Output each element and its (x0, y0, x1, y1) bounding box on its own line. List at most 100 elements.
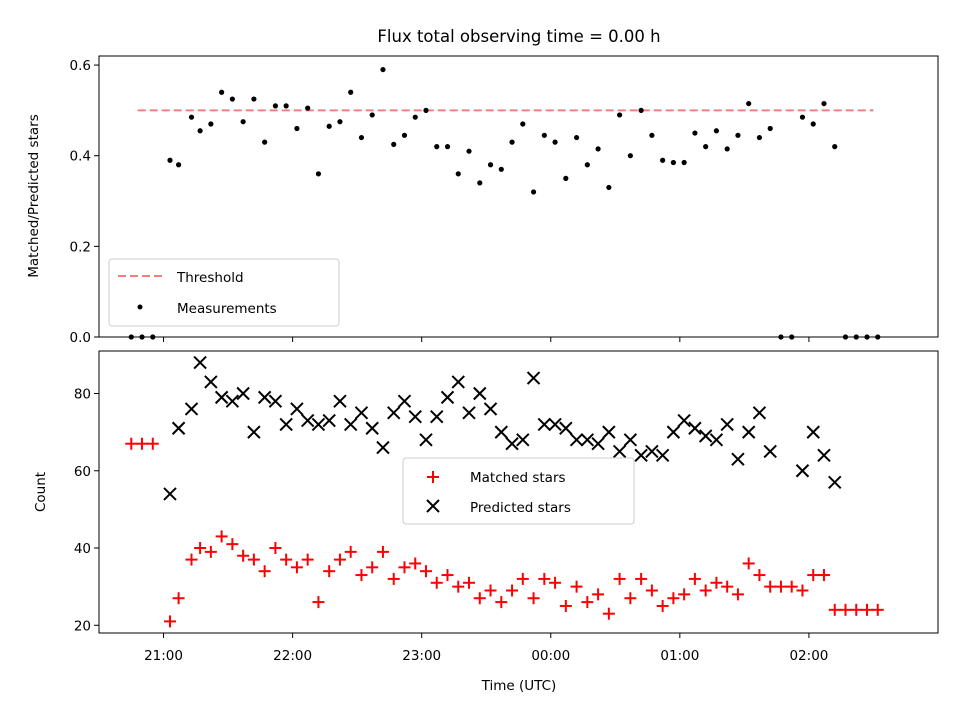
predicted-point-27 (451, 375, 465, 389)
matched-point-49 (656, 599, 669, 612)
matched-point-69 (871, 603, 884, 616)
x-tick-label-2: 23:00 (402, 648, 441, 664)
x-axis-label: Time (UTC) (481, 678, 557, 694)
matched-point-24 (387, 572, 400, 585)
matched-point-57 (742, 557, 755, 570)
ratio-legend-box (108, 258, 340, 327)
matched-point-46 (624, 592, 637, 605)
matched-point-64 (817, 569, 830, 582)
matched-point-23 (376, 545, 389, 558)
predicted-point-2 (184, 402, 199, 416)
matched-point-53 (699, 584, 712, 597)
predicted-point-52 (720, 417, 734, 432)
predicted-point-48 (677, 413, 691, 428)
count-y-tick-label-2: 60 (74, 464, 91, 480)
measurement-point-5 (188, 114, 195, 120)
matched-point-37 (527, 592, 540, 605)
measurement-point-48 (649, 132, 655, 138)
predicted-point-29 (473, 386, 487, 401)
predicted-point-14 (311, 417, 326, 432)
matched-point-21 (355, 569, 368, 582)
matched-point-22 (366, 561, 379, 574)
matched-point-1 (136, 437, 149, 450)
ratio-y-axis-label: Matched/Predicted stars (26, 114, 42, 277)
matched-point-40 (559, 599, 572, 612)
ratio-y-tick-label-2: 0.4 (70, 149, 91, 165)
predicted-point-34 (526, 371, 541, 385)
measurement-point-29 (444, 144, 451, 150)
matched-point-4 (172, 592, 185, 605)
predicted-point-44 (634, 448, 648, 463)
predicted-point-5 (214, 390, 229, 405)
predicted-point-6 (225, 394, 240, 408)
x-tick-label-3: 00:00 (531, 648, 570, 664)
matched-point-2 (146, 437, 159, 450)
measurement-point-8 (219, 89, 225, 95)
predicted-point-33 (516, 433, 530, 447)
measurement-point-11 (251, 96, 257, 102)
measurement-point-12 (262, 139, 268, 145)
count-y-axis-label: Count (33, 472, 49, 512)
measurement-point-42 (584, 162, 590, 168)
measurement-point-30 (455, 171, 461, 177)
ratio-plot-frame (98, 55, 939, 338)
matched-point-67 (850, 603, 863, 616)
measurement-point-3 (167, 157, 173, 163)
matched-point-35 (506, 584, 519, 597)
measurement-point-37 (530, 189, 537, 195)
predicted-point-37 (559, 421, 573, 435)
matched-point-20 (344, 545, 357, 558)
measurement-point-65 (832, 144, 838, 150)
predicted-point-13 (300, 413, 315, 428)
measurement-point-35 (509, 139, 515, 145)
count-legend: Matched stars Predicted stars (402, 457, 635, 525)
matched-point-55 (721, 580, 734, 593)
predicted-point-10 (268, 394, 283, 408)
matched-point-38 (538, 572, 551, 585)
matched-point-63 (807, 569, 820, 582)
predicted-point-20 (376, 440, 390, 455)
measurement-point-31 (466, 148, 472, 154)
count-plot-frame (98, 350, 939, 634)
measurement-point-63 (810, 121, 816, 127)
measurement-point-25 (401, 132, 408, 138)
count-y-tick-label-3: 80 (74, 386, 91, 402)
measurement-point-21 (358, 134, 365, 141)
measurement-point-54 (713, 128, 720, 134)
matched-point-10 (237, 549, 250, 562)
predicted-point-57 (795, 464, 810, 478)
predicted-point-40 (591, 437, 605, 451)
predicted-point-54 (741, 425, 756, 439)
measurement-point-20 (348, 89, 354, 95)
predicted-point-35 (537, 417, 552, 432)
predicted-point-7 (236, 386, 250, 401)
measurement-point-34 (498, 166, 504, 172)
predicted-point-21 (387, 406, 401, 420)
matched-point-8 (215, 530, 228, 543)
predicted-point-16 (333, 394, 347, 408)
legend-matched-label: Matched stars (470, 470, 566, 486)
matched-point-44 (602, 607, 615, 620)
matched-point-0 (125, 437, 138, 450)
measurement-point-53 (703, 144, 709, 150)
predicted-point-46 (655, 448, 670, 463)
measurement-point-32 (477, 180, 483, 186)
measurement-point-36 (520, 121, 526, 127)
predicted-point-36 (548, 417, 562, 432)
predicted-point-55 (752, 406, 767, 420)
count-legend-box (402, 457, 635, 525)
chart-title: Flux total observing time = 0.00 h (377, 27, 660, 46)
measurement-point-55 (724, 146, 730, 152)
matched-point-19 (333, 553, 346, 566)
matched-point-68 (861, 603, 874, 616)
ratio-y-tick-label-3: 0.6 (70, 58, 91, 74)
predicted-point-56 (763, 444, 777, 459)
matched-point-47 (635, 572, 648, 585)
measurement-point-33 (487, 162, 494, 168)
measurement-point-40 (563, 175, 569, 181)
predicted-point-30 (483, 402, 498, 416)
predicted-point-3 (193, 355, 207, 370)
measurement-point-64 (821, 100, 827, 107)
measurement-point-59 (767, 125, 773, 132)
